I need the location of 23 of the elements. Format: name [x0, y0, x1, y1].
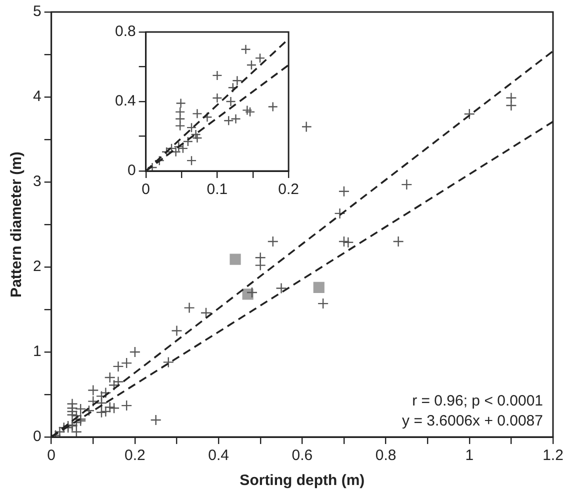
y-tick-label: 0.8 [114, 23, 136, 40]
y-tick-label: 5 [33, 3, 42, 20]
x-tick-label: 0.6 [292, 447, 313, 464]
y-axis-title: Pattern diameter (m) [8, 152, 26, 298]
y-tick-label: 0.4 [114, 92, 136, 110]
x-axis-title: Sorting depth (m) [240, 472, 365, 490]
y-tick-label: 1 [33, 343, 42, 360]
y-tick-label: 0 [33, 428, 42, 446]
x-tick-label: 0.1 [206, 181, 228, 198]
x-tick-label: 0.8 [375, 447, 396, 464]
y-tick-label: 4 [33, 88, 42, 106]
y-tick-label: 3 [33, 173, 42, 190]
x-tick-label: 0.2 [124, 447, 146, 464]
x-tick-label: 0.4 [208, 447, 229, 464]
x-tick-label: 1.2 [542, 447, 564, 464]
x-tick-label: 0.2 [278, 181, 300, 198]
annotation: r = 0.96; p < 0.0001 [412, 392, 543, 410]
x-tick-label: 0 [47, 447, 56, 464]
y-tick-label: 0 [128, 162, 136, 180]
y-tick-label: 2 [33, 258, 42, 276]
annotation: y = 3.6006x + 0.0087 [402, 412, 543, 430]
x-tick-label: 1 [465, 447, 474, 464]
x-tick-label: 0 [142, 181, 150, 198]
